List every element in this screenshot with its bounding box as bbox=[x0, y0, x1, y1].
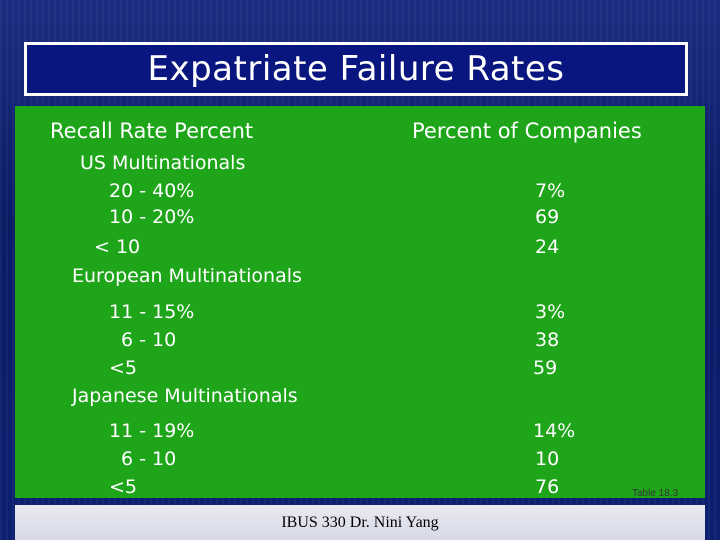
header-recall-rate: Recall Rate Percent bbox=[50, 119, 254, 143]
range-us-3: < 10 bbox=[94, 236, 141, 258]
percent-us-1: 7% bbox=[535, 180, 566, 202]
group-name-japanese: Japanese Multinationals bbox=[72, 385, 298, 407]
group-name-european: European Multinationals bbox=[72, 265, 302, 287]
group-name-us: US Multinationals bbox=[80, 152, 246, 174]
footer-credit: IBUS 330 Dr. Nini Yang bbox=[281, 514, 439, 531]
header-percent-companies: Percent of Companies bbox=[412, 119, 642, 143]
footer-strip bbox=[15, 505, 705, 540]
content-panel bbox=[15, 106, 705, 498]
percent-eu-1: 3% bbox=[535, 301, 566, 323]
range-jp-2: 6 - 10 bbox=[121, 448, 177, 470]
table-reference: Table 18.3 bbox=[632, 488, 679, 499]
percent-eu-2: 38 bbox=[535, 329, 560, 351]
title-box: Expatriate Failure Rates bbox=[24, 42, 688, 96]
range-jp-3: <5 bbox=[109, 476, 138, 498]
slide-title: Expatriate Failure Rates bbox=[147, 49, 565, 89]
percent-jp-3: 76 bbox=[535, 476, 560, 498]
range-us-2: 10 - 20% bbox=[109, 206, 195, 228]
percent-us-3: 24 bbox=[535, 236, 560, 258]
percent-us-2: 69 bbox=[535, 206, 560, 228]
range-eu-3: <5 bbox=[109, 357, 138, 379]
range-eu-2: 6 - 10 bbox=[121, 329, 177, 351]
percent-jp-1: 14% bbox=[533, 420, 576, 442]
range-jp-1: 11 - 19% bbox=[109, 420, 195, 442]
range-eu-1: 11 - 15% bbox=[109, 301, 195, 323]
range-us-1: 20 - 40% bbox=[109, 180, 195, 202]
percent-jp-2: 10 bbox=[535, 448, 560, 470]
percent-eu-3: 59 bbox=[533, 357, 558, 379]
